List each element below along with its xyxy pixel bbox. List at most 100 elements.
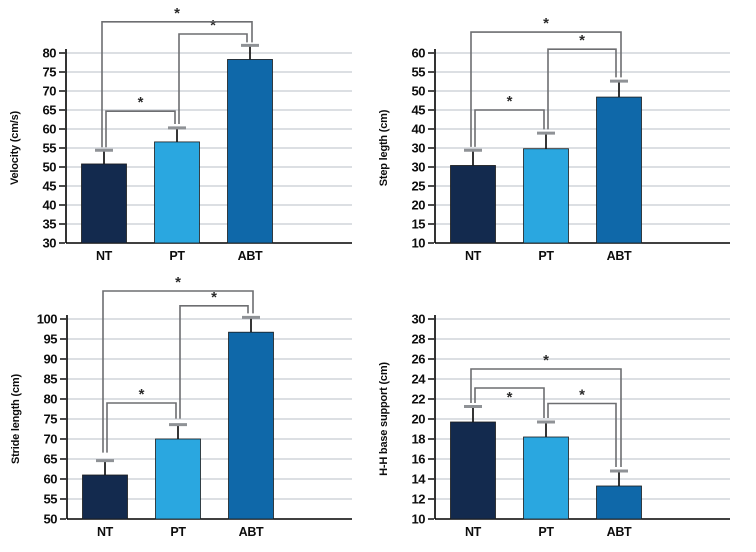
y-axis: 10 12 14 16 18 20 22 24 26 28 30 bbox=[412, 312, 434, 527]
y-tick-label: 28 bbox=[412, 332, 426, 347]
y-tick-label: 65 bbox=[43, 103, 57, 118]
y-tick-label: 60 bbox=[43, 122, 57, 137]
y-axis: 30 35 40 45 50 55 60 65 70 75 80 bbox=[43, 46, 65, 251]
y-tick-label: 22 bbox=[412, 392, 426, 407]
significance-asterisk: * bbox=[174, 5, 180, 22]
bar-pt bbox=[154, 141, 200, 244]
y-tick-label: 55 bbox=[43, 141, 57, 156]
x-category-label: NT bbox=[465, 249, 482, 263]
y-tick-label: 14 bbox=[412, 472, 427, 487]
y-tick-label: 25 bbox=[412, 179, 426, 194]
y-tick-label: 50 bbox=[43, 160, 57, 175]
bars: NT PT ABT bbox=[81, 43, 273, 263]
x-category-label: NT bbox=[97, 525, 114, 539]
bar-abt bbox=[596, 485, 642, 520]
bracket-nt-pt bbox=[474, 109, 545, 147]
y-tick-label: 80 bbox=[44, 392, 58, 407]
y-tick-label: 45 bbox=[412, 103, 426, 118]
chart-panel-stride-length: 50 55 60 65 70 75 80 85 90 95 100 NT PT ABT * * * Stride … bbox=[0, 276, 378, 552]
y-axis-label: Velocity (cm/s) bbox=[9, 110, 21, 185]
y-tick-label: 80 bbox=[43, 46, 57, 61]
chart-panel-hh-base-support: 10 12 14 16 18 20 22 24 26 28 30 NT PT ABT * * * H-H base… bbox=[378, 276, 756, 552]
significance-asterisk: * bbox=[175, 276, 181, 291]
y-axis: 10 15 20 25 30 30 40 45 50 55 60 bbox=[412, 46, 434, 251]
y-tick-label: 50 bbox=[412, 84, 426, 99]
bracket-nt-abt bbox=[470, 31, 622, 147]
significance-asterisk: * bbox=[507, 93, 513, 110]
y-tick-label: 30 bbox=[412, 312, 426, 327]
y-tick-label: 50 bbox=[44, 512, 58, 527]
y-axis-label: H-H base support (cm) bbox=[378, 362, 390, 476]
x-category-label: PT bbox=[169, 249, 185, 263]
x-category-label: PT bbox=[538, 249, 554, 263]
y-tick-label: 16 bbox=[412, 452, 426, 467]
y-tick-label: 35 bbox=[43, 217, 57, 232]
y-tick-label: 12 bbox=[412, 492, 426, 507]
y-tick-label: 40 bbox=[412, 122, 426, 137]
significance-asterisk: * bbox=[139, 386, 145, 403]
y-axis-label: Stride length (cm) bbox=[10, 374, 22, 464]
bars: NT PT ABT bbox=[82, 315, 274, 539]
significance-brackets: * * * bbox=[470, 352, 622, 467]
x-category-label: ABT bbox=[239, 525, 264, 539]
bracket-nt-abt bbox=[101, 21, 253, 148]
y-tick-label: 18 bbox=[412, 432, 426, 447]
bar-abt bbox=[228, 331, 274, 520]
bracket-pt-abt bbox=[547, 48, 617, 130]
chart-velocity: 30 35 40 45 50 55 60 65 70 75 80 NT PT ABT * * * Velocity… bbox=[9, 5, 352, 263]
bar-nt bbox=[450, 421, 496, 520]
x-category-label: NT bbox=[96, 249, 113, 263]
y-axis: 50 55 60 65 70 75 80 85 90 95 100 bbox=[37, 312, 66, 527]
gridlines bbox=[67, 318, 352, 500]
bar-pt bbox=[155, 438, 201, 520]
bars: NT PT ABT bbox=[450, 405, 642, 539]
chart-hh-base-support: 10 12 14 16 18 20 22 24 26 28 30 NT PT ABT * * * H-H base… bbox=[378, 312, 730, 539]
bracket-nt-abt bbox=[470, 368, 622, 467]
y-tick-label: 10 bbox=[412, 512, 426, 527]
chart-panel-step-length: 10 15 20 25 30 30 40 45 50 55 60 NT PT ABT * * * Step leg… bbox=[378, 0, 756, 276]
chart-panel-velocity: 30 35 40 45 50 55 60 65 70 75 80 NT PT ABT * * * Velocity… bbox=[0, 0, 378, 276]
y-tick-label: 75 bbox=[43, 65, 57, 80]
bar-abt bbox=[227, 59, 273, 244]
x-category-label: ABT bbox=[607, 525, 632, 539]
significance-asterisk: * bbox=[579, 387, 585, 404]
y-tick-label: 10 bbox=[412, 236, 426, 251]
y-tick-label: 70 bbox=[43, 84, 57, 99]
chart-step-length: 10 15 20 25 30 30 40 45 50 55 60 NT PT ABT * * * Step leg… bbox=[378, 15, 730, 263]
y-tick-label: 60 bbox=[412, 46, 426, 61]
y-tick-label: 30 bbox=[412, 141, 426, 156]
significance-brackets: * * * bbox=[470, 15, 622, 147]
bar-nt bbox=[450, 165, 496, 244]
y-tick-label: 90 bbox=[44, 352, 58, 367]
bracket-pt-abt bbox=[547, 402, 617, 467]
bar-pt bbox=[523, 436, 569, 520]
significance-asterisk: * bbox=[210, 17, 216, 34]
y-tick-label: 75 bbox=[44, 412, 58, 427]
y-axis-label: Step legth (cm) bbox=[378, 109, 390, 186]
significance-asterisk: * bbox=[543, 352, 549, 369]
y-tick-label: 95 bbox=[44, 332, 58, 347]
significance-brackets: * * * bbox=[102, 276, 254, 453]
y-tick-label: 20 bbox=[412, 412, 426, 427]
bracket-nt-pt bbox=[106, 402, 177, 453]
bracket-pt-abt bbox=[178, 33, 248, 125]
bar-pt bbox=[523, 148, 569, 244]
y-tick-label: 40 bbox=[43, 198, 57, 213]
bars: NT PT ABT bbox=[450, 79, 642, 263]
y-tick-label: 70 bbox=[44, 432, 58, 447]
y-tick-label: 15 bbox=[412, 217, 426, 232]
y-tick-label: 20 bbox=[412, 198, 426, 213]
bracket-nt-pt bbox=[105, 110, 176, 148]
y-tick-label: 24 bbox=[412, 372, 427, 387]
bar-nt bbox=[82, 474, 128, 520]
y-tick-label: 60 bbox=[44, 472, 58, 487]
bar-nt bbox=[81, 163, 127, 244]
significance-asterisk: * bbox=[543, 15, 549, 32]
x-category-label: NT bbox=[465, 525, 482, 539]
y-tick-label: 30 bbox=[412, 160, 426, 175]
bracket-nt-abt bbox=[102, 290, 254, 453]
y-tick-label: 85 bbox=[44, 372, 58, 387]
y-tick-label: 100 bbox=[37, 312, 57, 327]
bracket-pt-abt bbox=[179, 305, 249, 419]
